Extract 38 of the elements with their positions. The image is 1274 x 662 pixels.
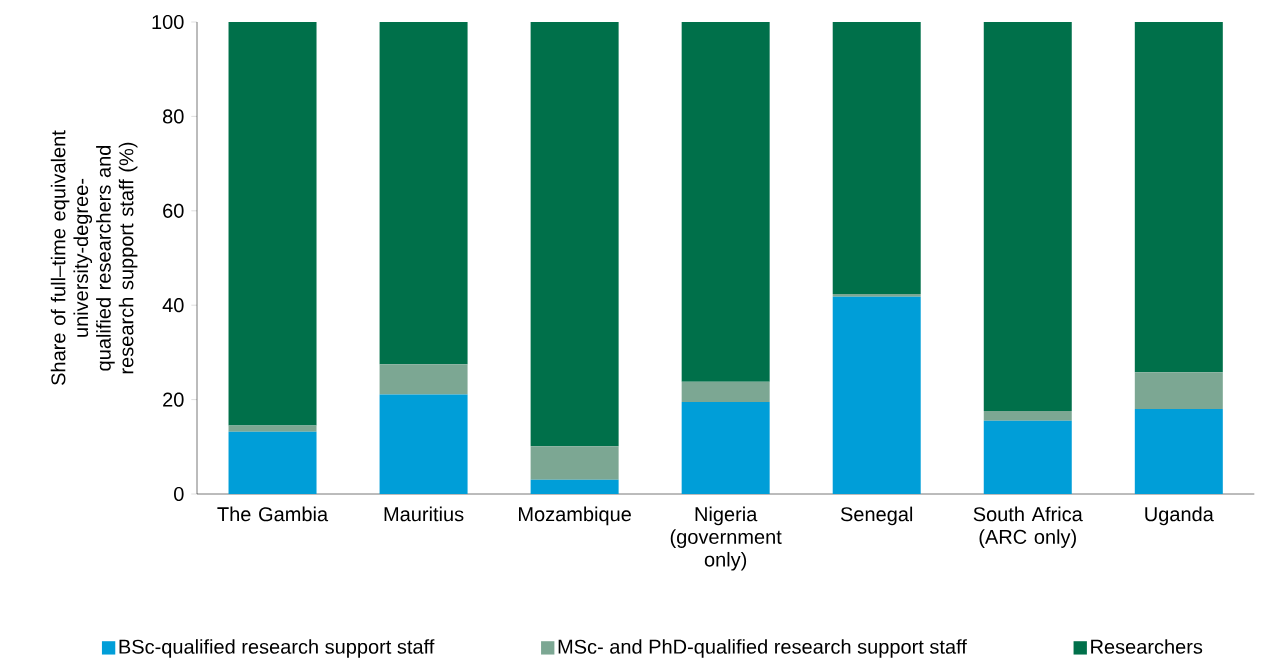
bar (379, 394, 468, 494)
bar (228, 431, 317, 494)
bar (1134, 22, 1223, 373)
bar (379, 22, 468, 365)
bar (530, 22, 619, 447)
x-tick-label: The Gambia (217, 506, 329, 522)
bar (832, 22, 921, 294)
bar (681, 401, 770, 494)
bar (832, 296, 921, 494)
x-tick-label: Nigeria (government only) (670, 506, 782, 571)
y-tick-label: 60 (163, 203, 184, 218)
x-tick-label: Uganda (1145, 506, 1214, 526)
bar (832, 293, 921, 297)
bar (228, 425, 317, 432)
y-tick-label: 100 (152, 14, 184, 30)
y-tick-label: 80 (163, 109, 184, 124)
legend-label: BSc-qualified research support staff (119, 639, 435, 658)
x-tick-label: Senegal (840, 506, 913, 526)
bar (1134, 409, 1223, 494)
bar (681, 381, 770, 402)
x-tick-label: South Africa (ARC only) (973, 506, 1083, 548)
bar (379, 364, 468, 395)
bar (530, 479, 619, 494)
x-tick-label: Mauritius (384, 506, 464, 522)
legend-label: Researchers (1091, 639, 1203, 654)
y-axis-title: Share of full–time equivalent university-degree-qualified researchers and research support staff (%) (50, 130, 138, 385)
bar (1134, 372, 1223, 410)
bar (530, 446, 619, 480)
legend-label: MSc- and PhD-qualified research support staff (558, 639, 967, 658)
bar (983, 420, 1072, 494)
bar (681, 22, 770, 382)
y-tick-label: 20 (163, 392, 184, 407)
bar (983, 22, 1072, 411)
y-tick-label: 40 (162, 298, 184, 313)
bar (228, 22, 317, 426)
y-tick-label: 0 (174, 486, 184, 502)
bar (983, 410, 1072, 421)
x-tick-label: Mozambique (519, 506, 631, 526)
